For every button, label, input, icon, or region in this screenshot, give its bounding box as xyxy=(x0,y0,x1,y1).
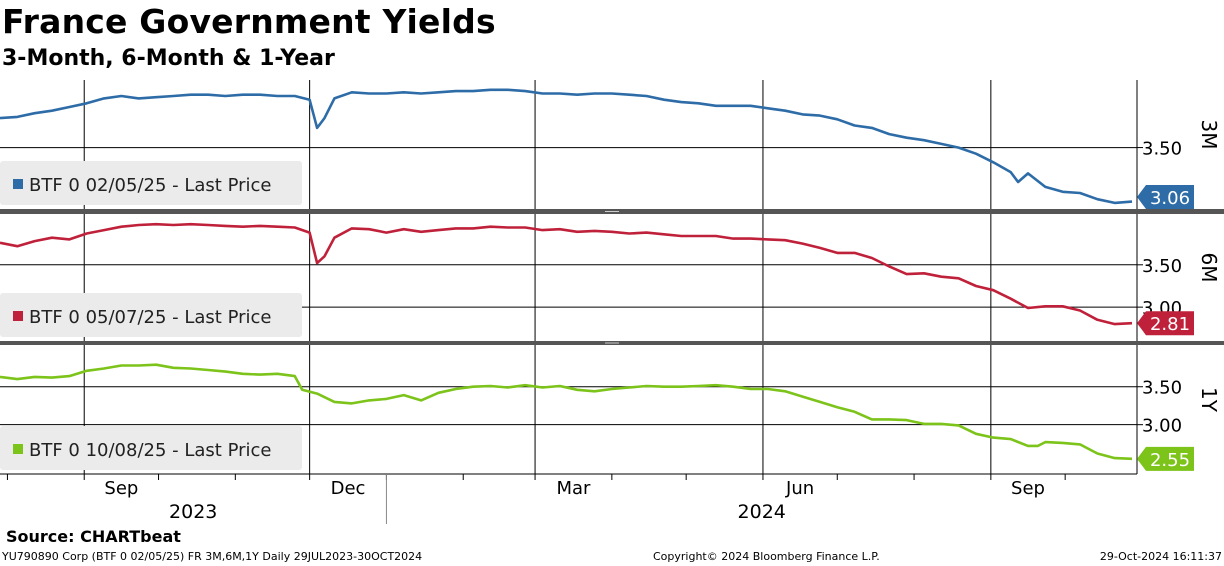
chart-title: France Government Yields xyxy=(2,2,496,41)
y-tick-label: 3.50 xyxy=(1142,378,1182,399)
last-value-tag xyxy=(1137,446,1194,471)
panel-tenor-label: 6M xyxy=(1197,253,1221,283)
y-tick-label: 3.50 xyxy=(1142,256,1182,277)
x-tick-label: Sep xyxy=(104,478,138,499)
legend-swatch xyxy=(13,311,23,321)
year-label: 2023 xyxy=(169,501,217,523)
timestamp: 29-Oct-2024 16:11:37 xyxy=(1099,550,1222,563)
panel-tenor-label: 3M xyxy=(1197,120,1221,150)
x-tick-label: Dec xyxy=(331,478,366,499)
last-value-tag xyxy=(1137,311,1194,336)
x-tick-label: Jun xyxy=(785,478,814,499)
legend-label: BTF 0 02/05/25 - Last Price xyxy=(29,175,272,196)
y-tick-label: 3.00 xyxy=(1142,416,1182,437)
panel-tenor-label: 1Y xyxy=(1197,387,1221,413)
copyright-note: Copyright© 2024 Bloomberg Finance L.P. xyxy=(653,550,880,563)
last-value-tag xyxy=(1137,185,1194,209)
last-value-label: 2.81 xyxy=(1150,314,1190,335)
legend-label: BTF 0 10/08/25 - Last Price xyxy=(29,440,272,461)
legend-swatch xyxy=(13,444,23,454)
source-note: Source: CHARTbeat xyxy=(6,527,181,546)
legend-box xyxy=(0,161,302,205)
legend-box xyxy=(0,426,302,470)
y-tick-label: 3.50 xyxy=(1142,139,1182,160)
last-value-label: 3.06 xyxy=(1150,188,1190,209)
last-value-label: 2.55 xyxy=(1150,450,1190,471)
series-line-3M xyxy=(0,88,1133,205)
legend-box xyxy=(0,293,302,337)
legend-swatch xyxy=(13,179,23,189)
series-line-1Y xyxy=(0,363,1133,461)
legend-label: BTF 0 05/07/25 - Last Price xyxy=(29,307,272,328)
x-tick-label: Sep xyxy=(1011,478,1045,499)
chart-subtitle: 3-Month, 6-Month & 1-Year xyxy=(2,46,335,71)
security-info: YU790890 Corp (BTF 0 02/05/25) FR 3M,6M,… xyxy=(2,550,423,563)
x-tick-label: Mar xyxy=(556,478,591,499)
year-label: 2024 xyxy=(738,501,786,523)
series-line-6M xyxy=(0,222,1133,326)
